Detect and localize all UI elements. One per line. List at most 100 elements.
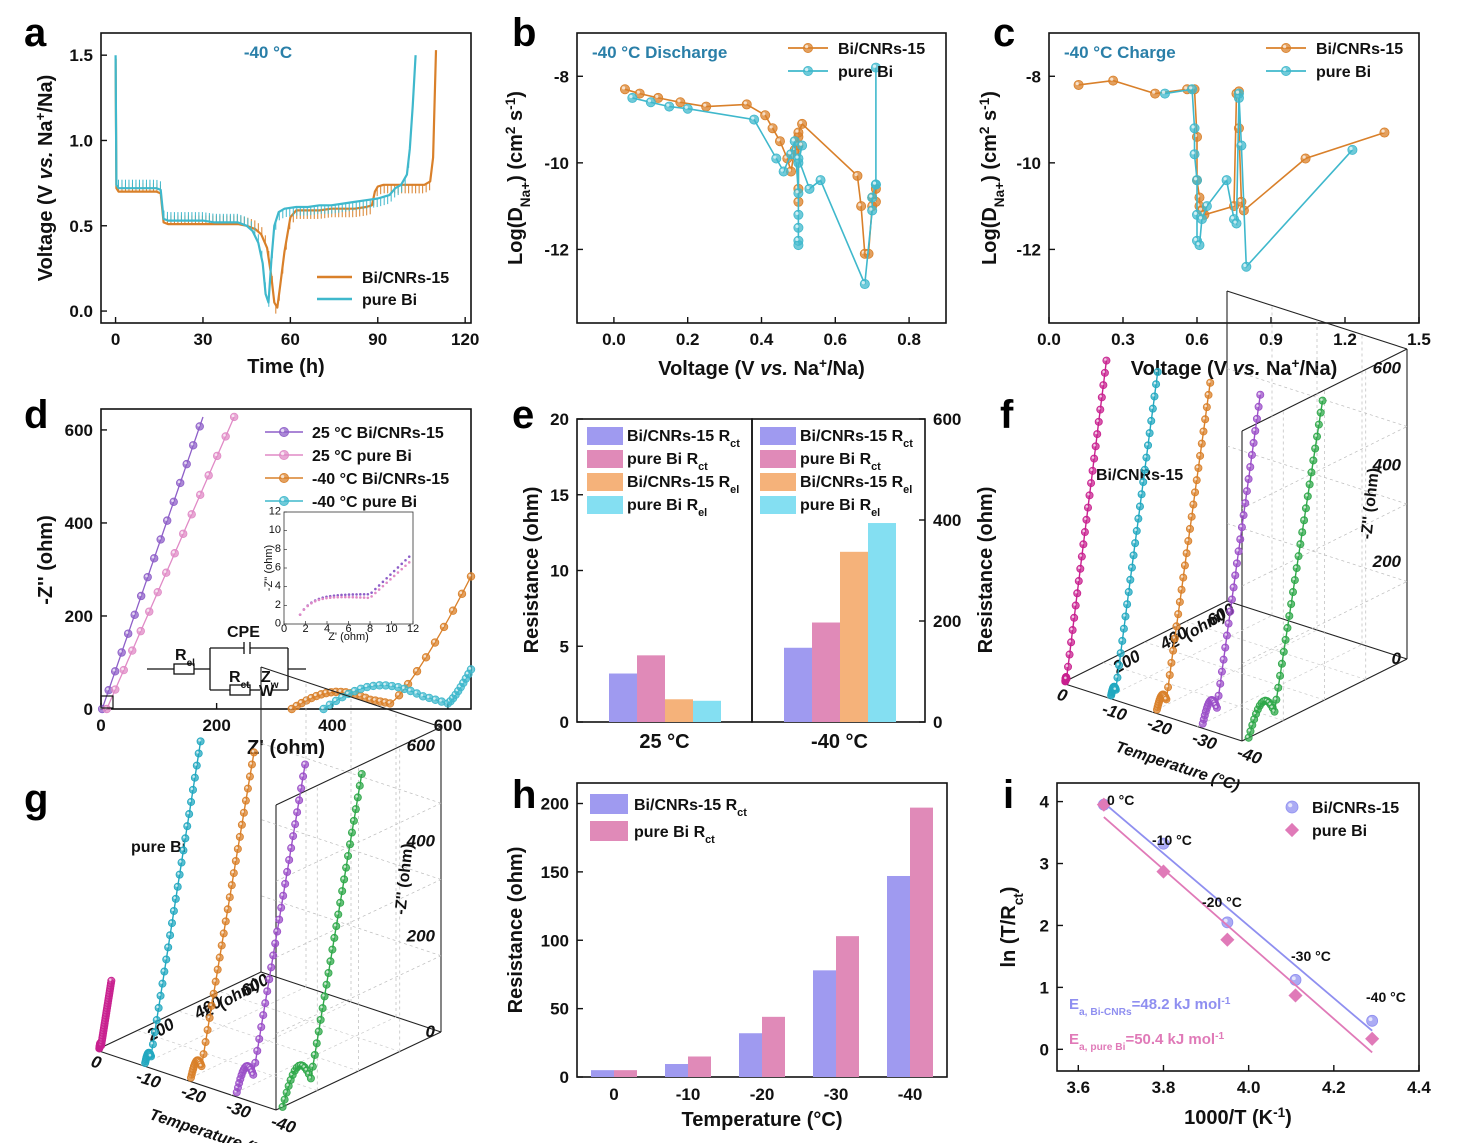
- eis-3d-point: [279, 891, 288, 900]
- label-rel: Rel: [175, 647, 195, 669]
- series-point-highlight: [795, 190, 799, 194]
- eis-3d-point-highlight: [264, 988, 268, 992]
- axis-edge: [1226, 290, 1408, 350]
- grid-line: [219, 991, 400, 1052]
- eis-3d-point: [249, 1070, 258, 1079]
- series-point: [870, 179, 881, 190]
- eis-point: [385, 699, 395, 708]
- bar: [665, 699, 693, 722]
- series-point: [852, 170, 863, 181]
- x-axis-label-part: /Na): [1299, 358, 1337, 380]
- y-axis-label-part: ): [979, 91, 1001, 98]
- y-tick-label: 600: [65, 421, 93, 440]
- inset-point: [347, 593, 351, 596]
- chart-title: pure Bi: [131, 839, 186, 856]
- series-line-purebi: [114, 55, 417, 304]
- eis-3d-point-highlight: [205, 1027, 208, 1031]
- legend-label: pure Bi: [1312, 823, 1367, 840]
- eis-3d-point-highlight: [1134, 528, 1137, 532]
- legend-marker: [278, 472, 289, 483]
- y-axis-label-part: ): [505, 91, 527, 98]
- eis-point: [119, 665, 128, 675]
- series-point-highlight: [872, 64, 877, 68]
- eis-3d-point-highlight: [1197, 453, 1201, 456]
- eis-3d-point: [1290, 576, 1299, 585]
- legend-label-part: el: [730, 484, 739, 496]
- eis-3d-point-highlight: [286, 857, 290, 861]
- eis-point: [179, 529, 188, 538]
- grid-line: [1241, 581, 1408, 664]
- inset-point: [351, 595, 355, 599]
- eis-3d-point: [217, 941, 226, 950]
- x-axis-label-part: -1: [1273, 1105, 1286, 1120]
- legend-swatch: [587, 496, 623, 514]
- eis-3d-point: [1197, 439, 1206, 448]
- eis-3d-point: [1231, 571, 1240, 580]
- legend-marker-highlight: [281, 452, 285, 456]
- eis-3d-point: [1135, 502, 1144, 511]
- eis-3d-point: [295, 796, 304, 805]
- series-point: [645, 97, 656, 108]
- eis-3d-point: [181, 834, 190, 843]
- eis-3d-point: [340, 875, 349, 884]
- eis-3d-point: [1074, 577, 1083, 586]
- eis-3d-point-highlight: [165, 944, 169, 948]
- x-axis-label-part: vs.: [760, 358, 788, 380]
- legend-label: Bi/CNRs-15 Rct: [627, 428, 740, 450]
- ea-purebi-part: a, pure Bi: [1079, 1042, 1126, 1053]
- t-tick-label: 0: [1055, 685, 1070, 706]
- eis-3d-point-highlight: [109, 978, 112, 981]
- label-zw-sub: w: [270, 680, 279, 691]
- label-rct-sub: ct: [241, 680, 251, 691]
- eis-3d-point: [150, 1028, 159, 1037]
- eis-3d-point: [278, 1102, 287, 1111]
- eis-3d-point-highlight: [1084, 517, 1087, 520]
- eis-3d-point: [183, 822, 192, 831]
- x-axis-label-part: Na: [788, 358, 820, 380]
- y-tick-label: 600: [1373, 358, 1402, 377]
- eis-3d-point-highlight: [294, 809, 298, 813]
- eis-3d-point-highlight: [1148, 418, 1152, 422]
- eis-point-highlight: [299, 700, 302, 704]
- eis-3d-point: [213, 965, 222, 974]
- legend-marker-highlight: [805, 45, 809, 49]
- series-point-highlight: [769, 125, 773, 129]
- eis-point: [212, 451, 222, 461]
- eis-3d-point: [1289, 588, 1298, 597]
- panel-f: f0200400600-40-30-20-100200400600Tempera…: [1000, 290, 1408, 795]
- inset-point: [396, 571, 400, 574]
- y-tick-label: 0.5: [69, 217, 93, 236]
- eis-3d-point-highlight: [1292, 577, 1296, 581]
- eis-3d-point-highlight: [169, 920, 173, 924]
- eis-3d-point: [1184, 537, 1193, 546]
- eis-3d-point-highlight: [322, 994, 325, 997]
- eis-3d-point: [338, 887, 347, 896]
- eis-3d-point: [344, 851, 353, 860]
- eis-3d-point: [1296, 540, 1305, 549]
- eis-3d-point: [1234, 547, 1243, 556]
- eis-3d-point: [1091, 442, 1100, 451]
- y-axis-label-part: Log(D: [979, 207, 1001, 265]
- inset-point: [343, 593, 347, 597]
- series-point: [1194, 240, 1205, 251]
- eis-3d-point-highlight: [1204, 404, 1208, 408]
- eis-3d-point-highlight: [1116, 663, 1120, 666]
- eis-point: [466, 572, 476, 581]
- inset-x-tick-label: 8: [367, 623, 373, 635]
- eis-3d-point-highlight: [290, 833, 294, 837]
- eis-point-highlight: [370, 683, 374, 687]
- eis-3d-point: [1274, 683, 1283, 692]
- y-tick-label: 200: [541, 795, 569, 814]
- eis-3d-point-highlight: [177, 872, 180, 875]
- series-point: [804, 183, 815, 194]
- inset-point: [298, 613, 302, 616]
- eis-3d-point-highlight: [1144, 455, 1147, 458]
- panel-letter: d: [24, 393, 48, 437]
- inset-x-tick-label: 4: [324, 623, 330, 635]
- legend-label: pure Bi: [838, 64, 893, 81]
- eis-3d-point-highlight: [1126, 589, 1129, 593]
- y-tick-label: 1.5: [69, 46, 93, 65]
- y-tick-label: 0: [1392, 649, 1402, 668]
- legend-label: Bi/CNRs-15: [1312, 800, 1399, 817]
